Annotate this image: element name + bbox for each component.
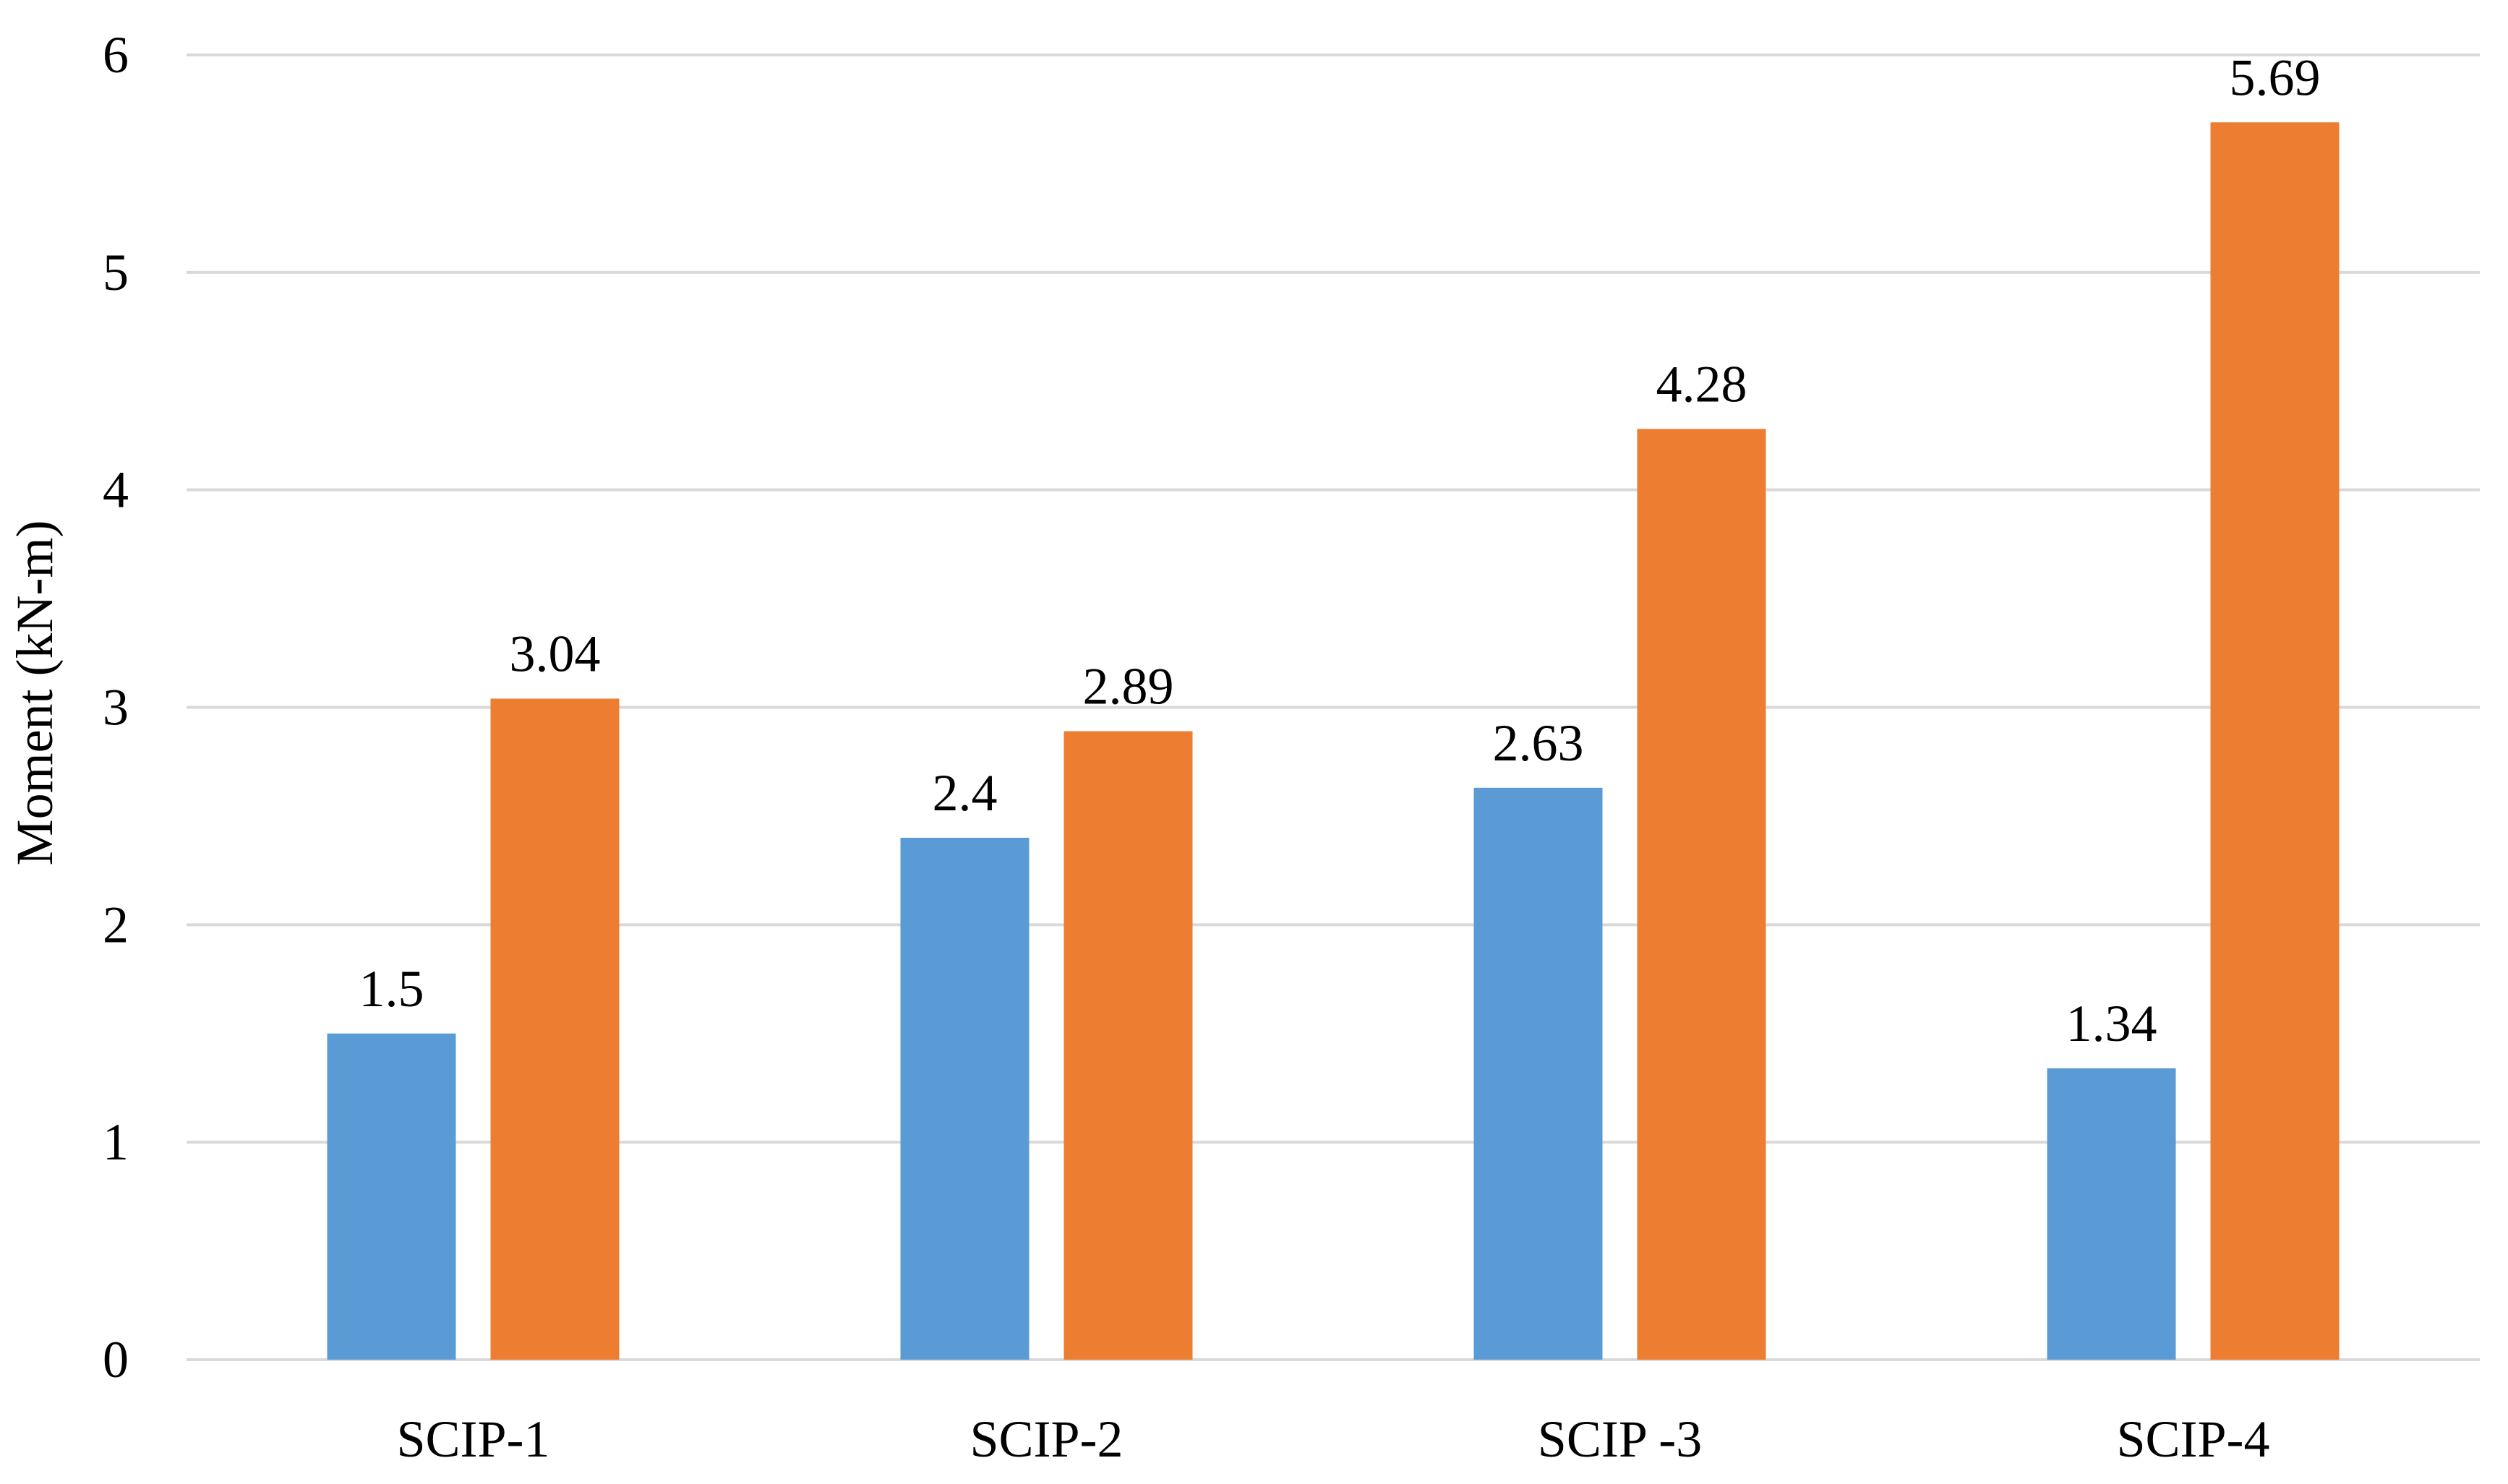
bar-scip-1-series1 (327, 1033, 456, 1360)
bar-scip-2-series2 (1063, 731, 1193, 1360)
data-labels: 1.5 3.04 2.4 2.89 2.63 4.28 1.34 5.69 (359, 48, 2321, 1052)
bar-scip-2-series1 (900, 838, 1030, 1360)
x-tick-label-2: SCIP-2 (970, 1410, 1123, 1468)
data-label-scip-1-series1: 1.5 (359, 960, 424, 1018)
data-label-scip-3-series1: 2.63 (1493, 714, 1584, 772)
y-tick-label-2: 2 (103, 896, 129, 953)
data-label-scip-4-series2: 5.69 (2230, 48, 2321, 106)
data-label-scip-2-series2: 2.89 (1083, 658, 1174, 716)
bar-scip-3-series2 (1637, 429, 1766, 1360)
bar-scip-4-series2 (2210, 122, 2340, 1360)
x-tick-label-1: SCIP-1 (396, 1410, 549, 1468)
x-tick-label-3: SCIP -3 (1538, 1410, 1702, 1468)
y-tick-label-6: 6 (103, 26, 129, 84)
y-axis-title: Moment (kN-m) (6, 520, 64, 866)
bar-scip-1-series2 (490, 698, 620, 1360)
x-axis-ticks: SCIP-1 SCIP-2 SCIP -3 SCIP-4 (396, 1410, 2269, 1468)
y-tick-label-1: 1 (103, 1113, 129, 1171)
y-axis-ticks: 0 1 2 3 4 5 6 (103, 26, 129, 1389)
y-tick-label-4: 4 (103, 461, 129, 519)
y-tick-label-3: 3 (103, 679, 129, 737)
data-label-scip-4-series1: 1.34 (2066, 995, 2157, 1052)
data-label-scip-2-series1: 2.4 (933, 764, 998, 822)
x-tick-label-4: SCIP-4 (2116, 1410, 2269, 1468)
data-label-scip-1-series2: 3.04 (510, 625, 601, 682)
bar-scip-4-series1 (2047, 1068, 2176, 1360)
bars (327, 122, 2340, 1360)
y-tick-label-0: 0 (103, 1331, 129, 1389)
y-tick-label-5: 5 (103, 244, 129, 301)
data-label-scip-3-series2: 4.28 (1656, 355, 1747, 413)
bar-scip-3-series1 (1473, 787, 1603, 1360)
